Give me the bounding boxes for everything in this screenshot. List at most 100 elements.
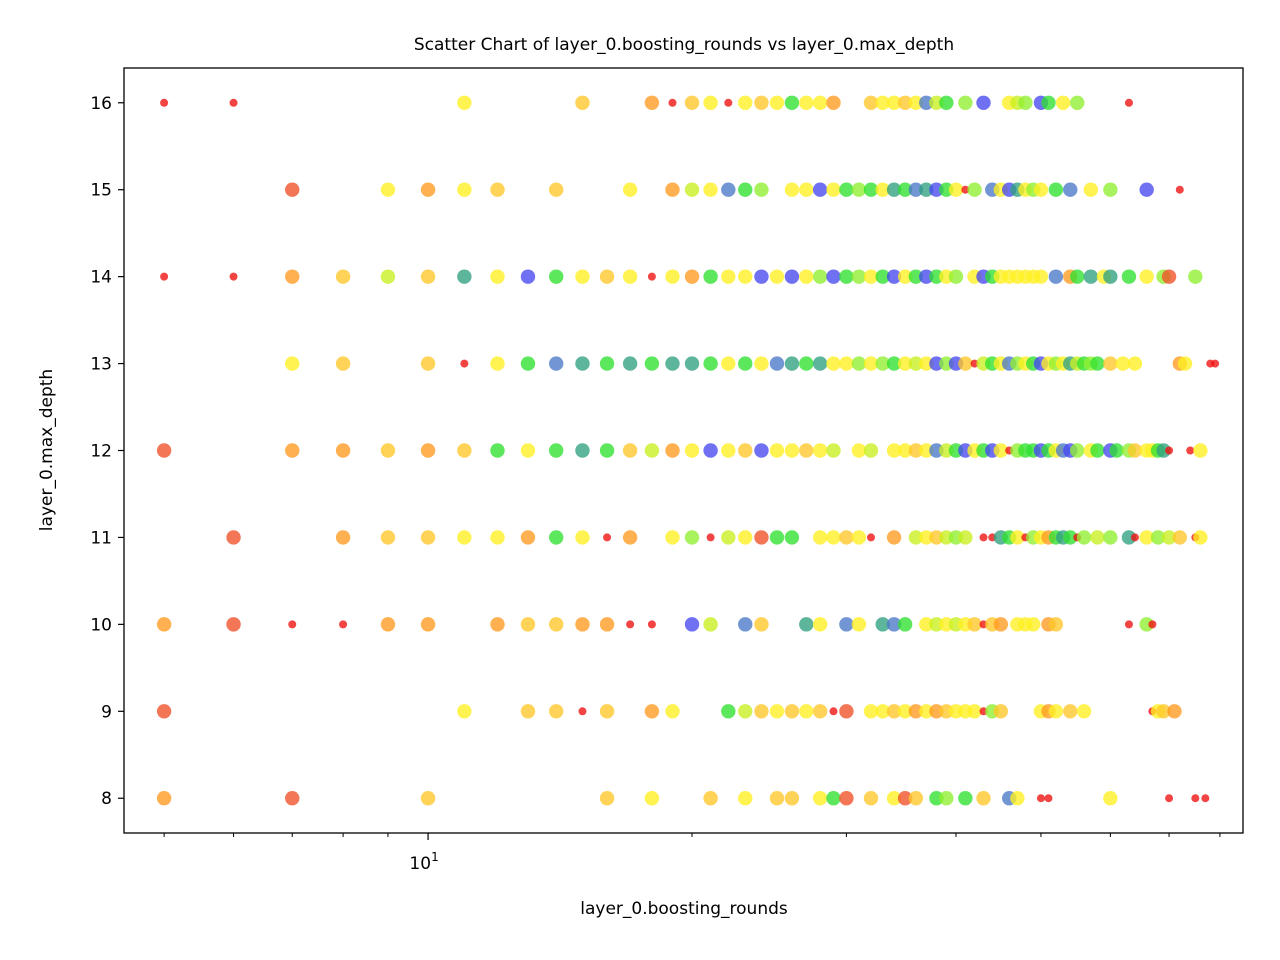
data-point [1167, 704, 1182, 719]
data-point [229, 272, 238, 281]
data-point [738, 704, 753, 719]
data-point [799, 182, 814, 197]
data-point [851, 269, 867, 284]
data-point [875, 704, 890, 719]
data-point [1139, 269, 1154, 284]
data-point [575, 95, 590, 110]
data-point [769, 269, 785, 284]
data-point [1165, 794, 1174, 803]
data-point [948, 182, 964, 197]
data-point [1103, 356, 1118, 371]
data-point [908, 704, 924, 719]
data-point [967, 704, 982, 719]
data-point [886, 791, 902, 806]
data-point [754, 95, 769, 110]
data-point [908, 269, 924, 284]
data-point [769, 530, 785, 545]
data-point [784, 269, 800, 284]
data-point [1130, 533, 1139, 542]
data-point [1124, 620, 1133, 629]
data-point [229, 98, 238, 107]
data-point [929, 617, 944, 632]
data-point [1048, 269, 1064, 284]
data-point [908, 530, 924, 545]
data-point [1103, 269, 1118, 284]
data-point [1010, 791, 1025, 806]
data-point [335, 269, 351, 284]
data-point [549, 269, 564, 284]
data-point [799, 704, 814, 719]
data-point [1127, 443, 1143, 458]
data-point [812, 182, 828, 197]
data-point [1070, 95, 1085, 110]
y-tick-label: 14 [90, 268, 112, 288]
y-tick-label: 8 [101, 789, 112, 809]
data-point [644, 704, 660, 719]
data-point [1044, 794, 1053, 803]
data-point [993, 443, 1009, 458]
data-point [156, 704, 172, 719]
data-point [1186, 446, 1195, 455]
data-point [970, 359, 979, 368]
data-point [665, 704, 680, 719]
data-point [929, 443, 944, 458]
data-point [738, 269, 753, 284]
data-point [886, 182, 902, 197]
data-point [703, 356, 718, 371]
data-point [839, 791, 854, 806]
data-point [684, 356, 700, 371]
data-point [967, 617, 982, 632]
data-point [665, 182, 680, 197]
data-point [1109, 443, 1124, 458]
data-point [575, 617, 590, 632]
data-point [1121, 269, 1137, 284]
data-point [1070, 443, 1085, 458]
data-point [863, 182, 879, 197]
data-point [812, 617, 828, 632]
data-point [156, 443, 172, 458]
data-point [520, 530, 536, 545]
data-point [826, 443, 841, 458]
data-point [160, 98, 169, 107]
data-point [863, 269, 879, 284]
data-point [599, 356, 615, 371]
data-point [961, 185, 970, 194]
data-point [622, 269, 638, 284]
data-point [826, 269, 841, 284]
data-point [738, 443, 753, 458]
data-point [1121, 530, 1137, 545]
data-point [1048, 182, 1064, 197]
data-point [520, 356, 536, 371]
data-point [339, 620, 348, 629]
data-point [684, 443, 700, 458]
data-point [1139, 530, 1154, 545]
data-point [769, 356, 785, 371]
data-point [684, 95, 700, 110]
data-point [738, 791, 753, 806]
data-point [490, 617, 505, 632]
data-point [684, 617, 700, 632]
data-point [460, 359, 469, 368]
data-point [1115, 356, 1131, 371]
data-point [754, 269, 769, 284]
data-point [886, 356, 902, 371]
data-point [875, 356, 890, 371]
y-tick-label: 15 [90, 181, 112, 201]
chart-title: Scatter Chart of layer_0.boosting_rounds… [414, 35, 954, 55]
data-point [919, 617, 934, 632]
data-point [908, 443, 924, 458]
data-point [721, 443, 736, 458]
data-point [875, 269, 890, 284]
data-point [721, 530, 736, 545]
data-point [599, 443, 615, 458]
data-point [599, 791, 615, 806]
data-point [1090, 530, 1105, 545]
data-point [929, 269, 944, 284]
data-point [863, 704, 879, 719]
data-point [897, 443, 913, 458]
data-point [549, 704, 564, 719]
data-point [784, 443, 800, 458]
data-point [851, 443, 867, 458]
data-point [919, 704, 934, 719]
data-point [380, 617, 396, 632]
